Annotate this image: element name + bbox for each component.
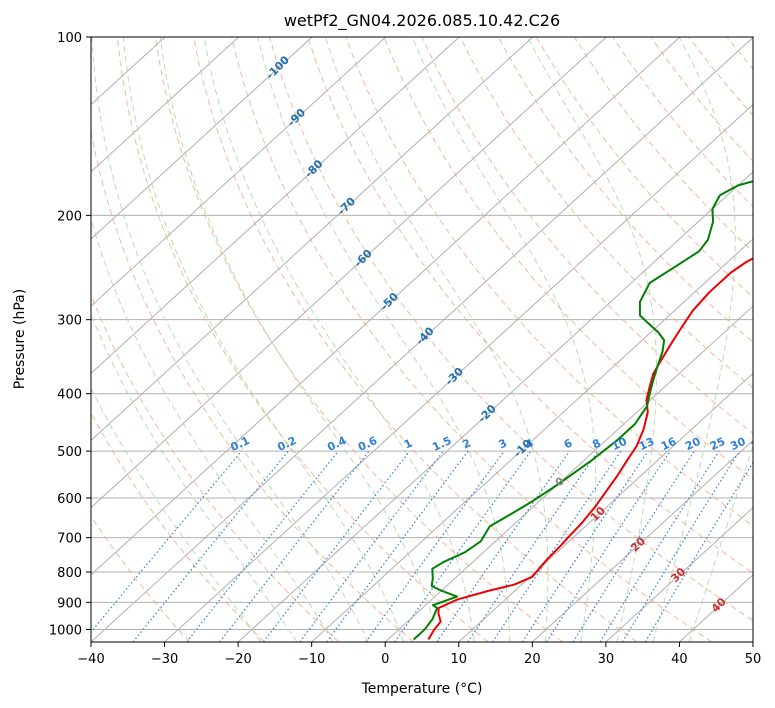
moist-adiabat-line [91,313,298,642]
isotherm-line [164,103,753,642]
mixing-ratio-line [394,450,532,642]
y-tick-label: 300 [57,314,82,329]
x-tick-label: −10 [298,652,325,667]
mixing-ratio-line [132,450,289,642]
mixing-ratio-label: 10 [610,435,630,453]
dry-adiabat-line [91,411,265,642]
chart-title: wetPf2_GN04.2026.085.10.42.C26 [284,11,560,31]
y-tick-label: 400 [57,388,82,403]
moist-adiabat-line [257,37,511,642]
mixing-ratio-line [299,450,444,642]
mixing-ratio-line [91,450,243,634]
isotherm-line [91,37,460,374]
dry-adiabat-line [269,37,753,622]
x-tick-label: 50 [745,652,762,667]
profile-lines [412,180,753,641]
moist-adiabat-line [159,37,440,642]
mixing-ratio-label: 20 [683,435,703,453]
moist-adiabat-line [91,387,262,642]
dry-adiabat-line [91,129,414,642]
mixing-ratio-label: 16 [659,435,679,453]
mixing-ratio-line [326,450,469,642]
x-tick-label: −40 [77,652,104,667]
y-tick-label: 200 [57,209,82,224]
y-tick-label: 800 [57,566,82,581]
isotherm-line [91,37,313,240]
plot-frame [90,36,754,643]
axes: −40 −30 −20 −10 0 10 20 30 40 50 100 200 300 400 500 60… [49,31,761,667]
moist-adiabat-line [203,37,475,642]
mixing-ratio-line [572,450,695,642]
background-lines [91,37,753,642]
mixing-ratio-label: 13 [637,435,656,453]
moist-adiabat-line [91,217,334,642]
mixing-ratio-line [365,450,505,642]
dry-adiabat-line [91,515,191,642]
mixing-ratio-line [263,450,411,642]
isotherm-line [91,37,753,642]
mixing-ratio-line [492,450,622,642]
moist-adiabat-line [122,37,405,642]
x-tick-label: −20 [224,652,251,667]
isotherm-line [384,305,753,642]
x-tick-label: 20 [524,652,541,667]
x-tick-label: 40 [671,652,688,667]
x-tick-label: 10 [451,652,468,667]
y-tick-label: 500 [57,445,82,460]
y-tick-label: 900 [57,596,82,611]
moist-adiabat-line [324,37,549,642]
y-tick-label: 1000 [49,623,82,638]
dewpoint-profile-line [412,180,753,641]
moist-adiabat-line [688,444,753,642]
mixing-ratio-line [467,450,599,642]
mixing-ratio-label: 36 [749,435,769,453]
isotherm-line [91,37,239,173]
mixing-ratio-line [436,450,571,642]
mixing-ratio-label: 25 [708,435,727,453]
mixing-ratio-label: 30 [728,435,748,453]
y-tick-label: 600 [57,492,82,507]
isotherm-line [237,171,753,642]
moist-adiabat-line [411,37,597,642]
isotherm-line [91,37,534,442]
dry-adiabat-line [345,37,753,527]
y-tick-label: 100 [57,31,82,46]
isotherm-line [91,37,681,576]
dry-adiabat-line [154,37,563,642]
moist-adiabat-line [652,37,736,642]
isotherm-line [91,37,607,509]
x-tick-label: 0 [381,652,389,667]
dry-adiabat-line [307,37,753,574]
moist-adiabat-line [91,37,369,642]
x-tick-label: 30 [598,652,615,667]
mixing-ratio-line [622,450,741,642]
mixing-ratio-line [186,450,339,642]
y-axis-label: Pressure (hPa) [12,289,28,389]
mixing-ratio-line [521,450,649,642]
mixing-ratio-line [546,450,671,642]
x-axis-label: Temperature (°C) [361,681,483,697]
x-tick-label: −30 [151,652,178,667]
dry-adiabat-line [193,37,638,642]
isotherm-line [458,372,753,642]
isotherm-line [605,506,753,642]
temperature-profile-line [427,257,753,641]
y-tick-label: 700 [57,532,82,547]
isotherm-line [91,37,387,307]
isotherm-line [311,238,753,642]
dry-adiabat-line [116,37,489,642]
isotherm-line [531,439,753,642]
dry-adiabat-line [231,37,713,642]
